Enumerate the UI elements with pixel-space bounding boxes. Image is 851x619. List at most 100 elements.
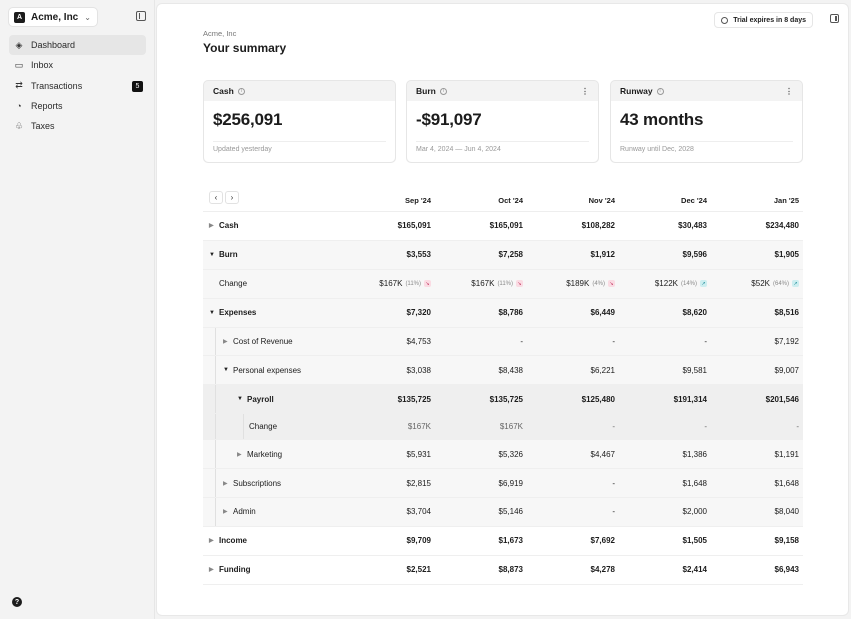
cell-value: $3,038 (406, 365, 431, 375)
sidebar-item-transactions[interactable]: ⇄ Transactions 5 (9, 76, 146, 96)
info-icon[interactable]: i (656, 87, 664, 95)
dashboard-icon: ◈ (15, 39, 23, 50)
info-icon[interactable]: i (439, 87, 447, 95)
card-label: Runway (620, 86, 653, 96)
sidebar-item-dashboard[interactable]: ◈ Dashboard (9, 35, 146, 55)
indent-guide (215, 385, 216, 414)
sidebar-toggle-icon[interactable] (136, 11, 146, 21)
trial-banner[interactable]: Trial expires in 8 days (714, 12, 813, 28)
row-label-text: Cash (219, 221, 239, 231)
panel-toggle-icon[interactable] (830, 14, 839, 23)
cell-value: $8,438 (498, 365, 523, 375)
cell-value: $1,673 (498, 536, 523, 546)
table-row[interactable]: ▼ Expenses $7,320 $8,786 $6,449 $8,620 $8,516 (203, 298, 803, 328)
cell-value: $3,553 (406, 250, 431, 260)
table-row[interactable]: ▶ Marketing $5,931 $5,326 $4,467 $1,386 $1,191 (203, 440, 803, 470)
caret-right-icon[interactable]: ▶ (223, 339, 228, 345)
caret-right-icon[interactable]: ▶ (237, 451, 242, 458)
caret-right-icon[interactable]: ▶ (223, 480, 228, 487)
more-options-icon[interactable]: ⋮ (785, 86, 793, 96)
help-icon[interactable]: ? (12, 597, 22, 607)
column-header: Nov '24 (588, 196, 615, 205)
caret-right-icon[interactable]: ▶ (223, 509, 228, 516)
table-row[interactable]: ▶ Admin $3,704 $5,146 - $2,000 $8,040 (203, 498, 803, 527)
table-cell: $52K (64%) ↗ (711, 270, 799, 298)
caret-right-icon[interactable]: ▶ (209, 538, 214, 545)
caret-down-icon[interactable]: ▼ (209, 309, 215, 316)
cell-value: $3,704 (406, 507, 431, 517)
row-label: ▼ Payroll (237, 385, 274, 413)
table-cell: $1,912 (527, 241, 615, 269)
org-switcher[interactable]: A Acme, Inc ⌄ (8, 7, 98, 27)
cell-value: $1,648 (774, 478, 799, 488)
cell-value: $1,648 (682, 478, 707, 488)
row-label: ▶ Cost of Revenue (223, 328, 293, 356)
table-cell: $5,146 (435, 498, 523, 526)
caret-right-icon[interactable]: ▶ (209, 567, 214, 574)
table-row[interactable]: ▶ Income $9,709 $1,673 $7,692 $1,505 $9,158 (203, 527, 803, 556)
sidebar-item-taxes[interactable]: ♧ Taxes (9, 116, 146, 136)
table-cell: $165,091 (343, 212, 431, 240)
change-percent: (4%) (592, 280, 605, 287)
table-body: ▶ Cash $165,091 $165,091 $108,282 $30,483 $234… (203, 212, 803, 585)
table-cell: $7,258 (435, 241, 523, 269)
caret-down-icon[interactable]: ▼ (223, 367, 229, 374)
cell-value: $6,221 (590, 365, 615, 375)
trend-up-icon: ↘ (608, 280, 615, 288)
sidebar-item-inbox[interactable]: ▭ Inbox (9, 55, 146, 75)
table-row[interactable]: ▶ Subscriptions $2,815 $6,919 - $1,648 $1,648 (203, 469, 803, 499)
card-value: 43 months (620, 110, 704, 129)
info-icon[interactable]: i (237, 87, 245, 95)
change-percent: (14%) (680, 280, 697, 287)
table-row[interactable]: ▼ Personal expenses $3,038 $8,438 $6,221 $9,5… (203, 356, 803, 386)
table-cell: $167K (11%) ↘ (435, 270, 523, 298)
column-header: Dec '24 (681, 196, 707, 205)
cell-value: $6,943 (774, 565, 799, 575)
table-row[interactable]: ▶ Cost of Revenue $4,753 - - - $7,192 (203, 327, 803, 357)
cell-value: $8,786 (498, 308, 523, 318)
table-cell: $5,931 (343, 440, 431, 468)
cell-value: $165,091 (397, 221, 431, 231)
chevron-down-icon: ⌄ (84, 12, 91, 22)
row-label-text: Burn (219, 250, 238, 260)
row-label: ▼ Burn (209, 241, 238, 269)
cell-value: $135,725 (489, 394, 523, 404)
pager: ‹ › (209, 191, 239, 204)
card-header: Runway i ⋮ (611, 81, 802, 101)
table-cell: $6,943 (711, 556, 799, 584)
cell-value: $201,546 (765, 394, 799, 404)
table-cell: $4,753 (343, 328, 431, 356)
taxes-icon: ♧ (14, 120, 24, 131)
caret-down-icon[interactable]: ▼ (237, 396, 243, 403)
divider (620, 141, 793, 142)
sidebar: A Acme, Inc ⌄ ◈ Dashboard ▭ Inbox ⇄ Transacti… (0, 0, 155, 619)
cell-value: $8,516 (774, 308, 799, 318)
cell-value: $135,725 (397, 394, 431, 404)
table-cell: $2,000 (619, 498, 707, 526)
table-row[interactable]: ▶ Cash $165,091 $165,091 $108,282 $30,483 $234… (203, 212, 803, 241)
change-percent: (64%) (772, 280, 789, 287)
cell-value: $167K (379, 279, 403, 289)
sidebar-item-reports[interactable]: ◔ Reports (9, 96, 146, 116)
caret-right-icon[interactable]: ▶ (209, 223, 214, 230)
card-label: Burn (416, 86, 436, 96)
sidebar-item-label: Transactions (31, 80, 83, 91)
cell-value: $125,480 (581, 394, 615, 404)
cell-value: $6,919 (498, 478, 523, 488)
prev-page-button[interactable]: ‹ (209, 191, 223, 204)
caret-down-icon[interactable]: ▼ (209, 251, 215, 258)
table-cell: $3,038 (343, 356, 431, 384)
cell-value: $9,581 (682, 365, 707, 375)
cell-value: $1,912 (590, 250, 615, 260)
table-row[interactable]: ▼ Burn $3,553 $7,258 $1,912 $9,596 $1,905 (203, 240, 803, 270)
table-cell: $4,278 (527, 556, 615, 584)
row-label-text: Admin (233, 507, 256, 517)
table-cell: $8,040 (711, 498, 799, 526)
more-options-icon[interactable]: ⋮ (581, 86, 589, 96)
table-row[interactable]: ▼ Payroll $135,725 $135,725 $125,480 $191,314… (203, 385, 803, 415)
indent-guide (215, 469, 216, 498)
table-row[interactable]: ▶ Funding $2,521 $8,873 $4,278 $2,414 $6,943 (203, 556, 803, 585)
next-page-button[interactable]: › (225, 191, 239, 204)
table-cell: $6,449 (527, 299, 615, 327)
metric-card-burn: Burn i ⋮ -$91,097 Mar 4, 2024 — Jun 4, 2024 (406, 80, 599, 163)
